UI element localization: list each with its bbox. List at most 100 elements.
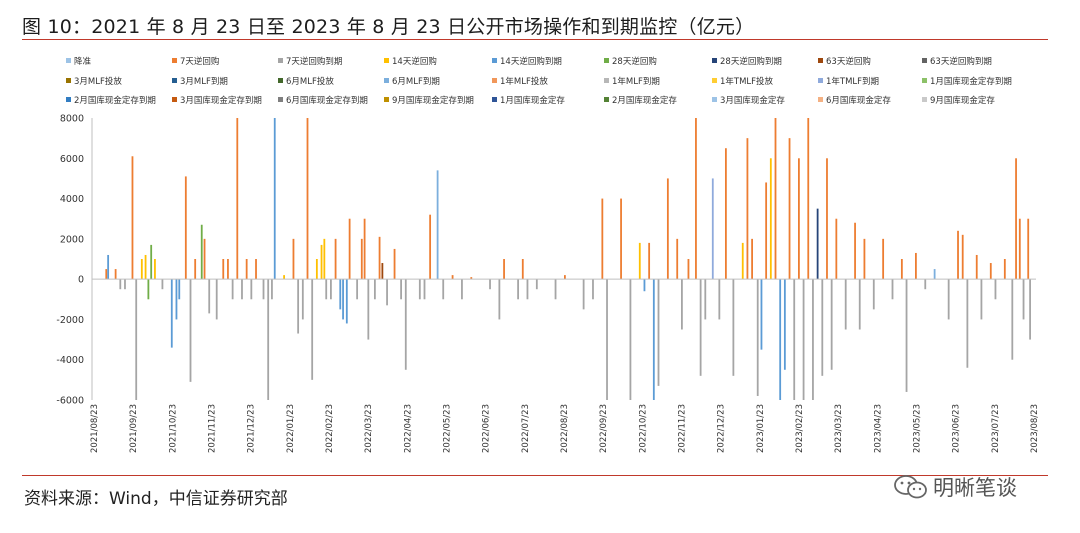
legend-label: 7天逆回购到期	[286, 56, 342, 67]
bar	[503, 259, 505, 280]
bar	[170, 279, 173, 348]
bar	[975, 254, 978, 280]
legend-item: 9月国库现金定存到期	[384, 95, 474, 106]
y-tick-label: 2000	[60, 234, 84, 245]
bar	[222, 259, 225, 280]
bar	[356, 279, 359, 300]
x-tick-label: 2023/01/23	[756, 404, 766, 453]
bar	[882, 238, 885, 280]
bar	[526, 279, 529, 300]
bar	[330, 279, 332, 300]
bar	[900, 259, 903, 280]
bar	[311, 279, 314, 380]
bar	[643, 279, 646, 292]
bar	[267, 279, 270, 400]
bar	[830, 279, 833, 370]
bar	[250, 279, 253, 300]
legend-swatch	[384, 78, 389, 83]
bar	[470, 277, 473, 280]
legend-item: 6月国库现金定存到期	[278, 95, 368, 106]
bar	[989, 263, 992, 280]
bar	[273, 118, 276, 280]
x-tick-label: 2021/08/23	[90, 404, 100, 453]
legend-label: 6月国库现金定存	[826, 95, 891, 106]
bar	[961, 234, 964, 280]
bar	[245, 259, 248, 280]
legend-item: 3月国库现金定存到期	[172, 95, 262, 106]
bar	[535, 279, 538, 290]
bar	[756, 279, 759, 396]
legend-item: 3月MLF到期	[172, 77, 228, 87]
bar	[521, 259, 524, 280]
x-tick-label: 2022/07/23	[521, 404, 531, 453]
bar	[732, 279, 735, 376]
bar	[135, 279, 138, 400]
bar	[339, 279, 342, 310]
x-tick-label: 2022/08/23	[560, 404, 570, 453]
legend-label: 6月MLF投放	[286, 76, 334, 87]
legend-swatch	[922, 78, 927, 83]
x-tick-label: 2022/11/23	[678, 404, 688, 453]
bar	[208, 279, 211, 314]
bar	[872, 279, 875, 310]
bar	[798, 158, 800, 280]
bar	[699, 279, 702, 376]
legend-label: 1年TMLF到期	[826, 76, 879, 87]
legend-label: 降准	[74, 56, 92, 67]
bar	[933, 269, 936, 280]
bar	[231, 279, 234, 300]
bar	[241, 279, 243, 300]
legend-label: 6月MLF到期	[392, 77, 440, 87]
bar	[283, 275, 285, 280]
legend-swatch	[384, 58, 389, 63]
legend-swatch	[172, 97, 177, 102]
bar	[334, 238, 337, 280]
legend-label: 2月国库现金定存	[612, 95, 677, 106]
bar	[1011, 279, 1014, 360]
source-note: 资料来源：Wind，中信证券研究部	[24, 489, 288, 509]
legend-swatch	[922, 58, 927, 63]
watermark-text: 明晰笔谈	[933, 476, 1017, 500]
legend-swatch	[712, 78, 717, 83]
bar	[1022, 279, 1025, 320]
bar	[342, 279, 344, 320]
x-tick-label: 2022/06/23	[482, 404, 492, 453]
legend-swatch	[66, 58, 71, 63]
bar	[255, 259, 257, 280]
legend-label: 3月MLF到期	[180, 77, 228, 87]
x-tick-label: 2022/04/23	[403, 404, 413, 453]
legend-swatch	[604, 78, 609, 83]
bar	[711, 178, 714, 280]
legend-item: 1月国库现金定存	[492, 95, 565, 106]
legend-item: 6月MLF投放	[278, 76, 334, 87]
bar	[760, 279, 763, 350]
legend-item: 1年TMLF到期	[818, 76, 879, 87]
bar	[442, 279, 445, 300]
x-tick-label: 2022/01/23	[286, 404, 296, 453]
bar	[363, 218, 366, 280]
bar	[1015, 158, 1017, 280]
legend-swatch	[818, 58, 823, 63]
legend-swatch	[66, 78, 71, 83]
x-tick-label: 2023/04/23	[873, 404, 883, 453]
y-tick-label: -4000	[56, 355, 84, 366]
bar	[418, 279, 421, 300]
legend-item: 6月国库现金定存	[818, 95, 891, 106]
bar	[184, 176, 187, 280]
bar	[400, 279, 402, 300]
legend-swatch	[172, 78, 177, 83]
x-tick-label: 2023/07/23	[991, 404, 1001, 453]
legend-label: 3月MLF投放	[74, 76, 122, 87]
x-tick-label: 2022/10/23	[638, 404, 648, 453]
bar	[144, 254, 147, 280]
bar	[306, 118, 309, 280]
x-tick-label: 2021/09/23	[129, 404, 139, 453]
bar	[498, 279, 501, 320]
bar	[119, 279, 122, 290]
legend-label: 1月国库现金定存到期	[930, 76, 1012, 87]
legend-label: 1年MLF到期	[612, 76, 660, 87]
bar	[769, 158, 772, 280]
bar	[821, 279, 824, 376]
title-rule	[22, 39, 1048, 40]
x-tick-label: 2022/03/23	[364, 404, 374, 453]
